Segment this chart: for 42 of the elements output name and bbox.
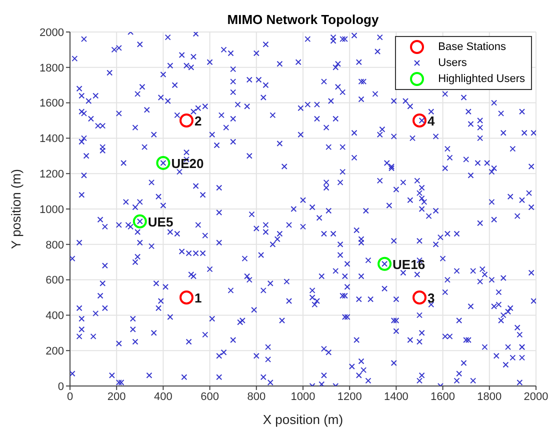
y-tick-label: 800: [46, 239, 64, 252]
y-tick-label: 1600: [40, 98, 64, 110]
point: [180, 290, 194, 304]
annotation: 2: [194, 114, 202, 128]
point: [180, 114, 194, 128]
x-tick-label: 400: [154, 390, 172, 403]
x-tick-label: 1200: [337, 390, 362, 403]
legend-label: Base Stations: [438, 41, 506, 53]
x-tick-label: 1800: [477, 390, 502, 403]
chart-title: MIMO Network Topology: [226, 12, 380, 27]
annotation: UE20: [171, 156, 204, 171]
y-tick-label: 400: [46, 310, 64, 322]
annotation: 3: [428, 290, 435, 306]
x-tick-label: 2000: [524, 390, 548, 403]
point: [412, 114, 426, 128]
point: [132, 214, 147, 228]
point: [156, 156, 170, 170]
x-tick-label: 600: [200, 390, 219, 403]
y-tick-label: 1800: [40, 62, 64, 74]
x-tick-label: 1000: [290, 390, 316, 403]
y-tick-label: 2000: [40, 26, 64, 39]
x-tick-label: 200: [107, 390, 126, 403]
annotation: UE16: [392, 256, 426, 272]
legend-label: Users: [438, 57, 467, 69]
annotation: 1: [194, 290, 202, 306]
point: [412, 290, 426, 304]
annotation: UE5: [148, 214, 174, 230]
x-axis-title: X position (m): [262, 412, 344, 427]
y-tick-label: 1400: [40, 133, 64, 146]
y-axis-title: Y position (m): [8, 169, 24, 249]
x-tick-label: 800: [247, 390, 266, 403]
y-tick-label: 1000: [40, 204, 64, 216]
y-tick-label: 200: [46, 346, 64, 358]
y-tick-label: 600: [46, 274, 64, 287]
y-tick-label: 0: [58, 380, 64, 393]
x-tick-label: 1400: [384, 390, 408, 403]
legend-label: Highlighted Users: [438, 73, 525, 85]
y-tick-label: 1200: [40, 168, 64, 181]
x-tick-label: 1600: [430, 390, 456, 403]
annotation: 4: [428, 114, 436, 128]
point: [378, 256, 392, 271]
x-tick-label: 0: [66, 390, 74, 403]
